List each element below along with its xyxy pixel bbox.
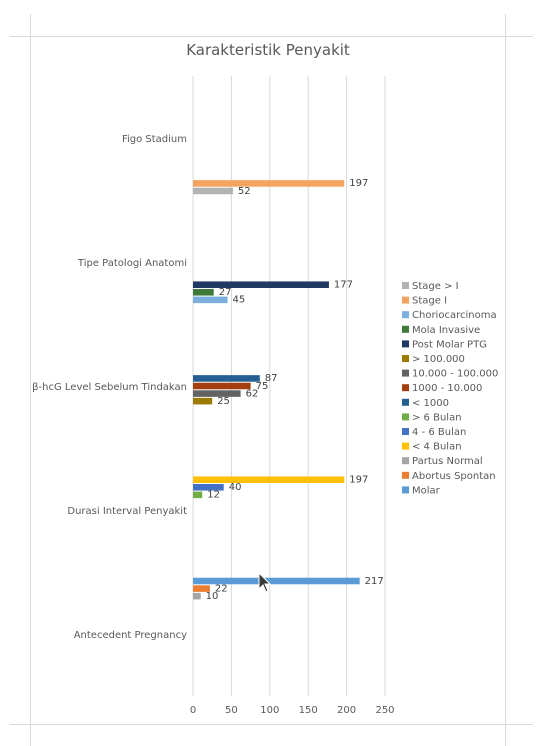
bar — [193, 592, 201, 600]
bar — [193, 484, 224, 491]
legend-swatch — [402, 457, 409, 465]
legend-label: Molar — [412, 485, 441, 496]
legend-swatch — [402, 471, 409, 479]
legend-label: Abortus Spontan — [412, 471, 496, 482]
page-margin-left-line — [30, 14, 31, 746]
legend-swatch — [402, 413, 409, 421]
legend-swatch — [402, 384, 409, 392]
x-tick-label: 50 — [225, 705, 238, 716]
legend-label: < 1000 — [412, 398, 449, 409]
data-label: 87 — [265, 373, 278, 384]
data-label: 177 — [334, 279, 353, 290]
bar — [193, 491, 203, 499]
legend-label: Choriocarcinoma — [412, 310, 497, 321]
legend-label: Stage I — [412, 296, 447, 307]
category-label: Antecedent Pregnancy — [74, 630, 187, 641]
legend-swatch — [402, 398, 409, 406]
x-tick-label: 100 — [260, 705, 279, 716]
data-label: 27 — [219, 287, 232, 298]
bars — [193, 180, 360, 600]
category-label: Durasi Interval Penyakit — [67, 506, 187, 517]
x-axis-ticks: 0 50 100 150 200 250 — [190, 705, 395, 716]
category-label: β-hcG Level Sebelum Tindakan — [32, 382, 187, 393]
data-label: 197 — [349, 475, 368, 486]
data-label: 75 — [256, 381, 269, 392]
legend: Stage > I Stage I Choriocarcinoma Mola Inva… — [402, 281, 498, 496]
legend-swatch — [402, 369, 409, 377]
bar — [193, 476, 345, 484]
legend-swatch — [402, 282, 409, 289]
legend-swatch — [402, 296, 409, 304]
bar — [193, 585, 210, 592]
data-label: 12 — [207, 490, 220, 501]
page-margin-right-line — [505, 14, 506, 746]
category-labels: Figo Stadium Tipe Patologi Anatomi β-hcG L… — [32, 134, 187, 641]
legend-swatch — [402, 325, 409, 333]
x-tick-label: 200 — [337, 705, 356, 716]
x-tick-label: 250 — [375, 705, 394, 716]
legend-swatch — [402, 428, 409, 435]
legend-label: > 100.000 — [412, 354, 465, 365]
bar — [193, 390, 241, 397]
legend-label: > 6 Bulan — [412, 412, 462, 423]
bar — [193, 180, 345, 187]
legend-label: 4 - 6 Bulan — [412, 427, 466, 438]
chart-title: Karakteristik Penyakit — [186, 41, 350, 59]
data-label: 10 — [206, 591, 219, 602]
legend-swatch — [402, 486, 409, 494]
data-label: 62 — [246, 388, 259, 399]
legend-label: Stage > I — [412, 281, 459, 292]
page-margin-bottom-line — [10, 724, 533, 725]
bar — [193, 296, 228, 304]
bar — [193, 375, 260, 382]
legend-label: Mola Invasive — [412, 325, 480, 336]
data-label: 197 — [349, 178, 368, 189]
legend-label: Partus Normal — [412, 456, 483, 467]
data-label: 25 — [217, 396, 230, 407]
bar — [193, 281, 329, 288]
category-label: Tipe Patologi Anatomi — [77, 258, 187, 269]
bar — [193, 382, 251, 390]
page-margin-top-line — [10, 36, 533, 37]
legend-label: 1000 - 10.000 — [412, 383, 482, 394]
legend-label: < 4 Bulan — [412, 442, 462, 453]
data-label: 52 — [238, 186, 251, 197]
mouse-cursor-icon — [258, 572, 272, 593]
bar — [193, 397, 213, 405]
legend-swatch — [402, 355, 409, 362]
data-label: 22 — [215, 583, 228, 594]
bar — [193, 288, 214, 296]
x-tick-label: 150 — [299, 705, 318, 716]
data-label: 217 — [365, 576, 384, 587]
x-tick-label: 0 — [190, 705, 196, 716]
legend-label: Post Molar PTG — [412, 339, 487, 350]
legend-label: 10.000 - 100.000 — [412, 369, 498, 380]
data-label: 40 — [229, 482, 242, 493]
bar — [193, 577, 360, 585]
data-label: 45 — [233, 295, 246, 306]
legend-swatch — [402, 311, 409, 319]
grid — [192, 76, 386, 696]
bar — [193, 187, 233, 195]
legend-swatch — [402, 442, 409, 450]
category-label: Figo Stadium — [122, 134, 187, 145]
legend-swatch — [402, 340, 409, 348]
